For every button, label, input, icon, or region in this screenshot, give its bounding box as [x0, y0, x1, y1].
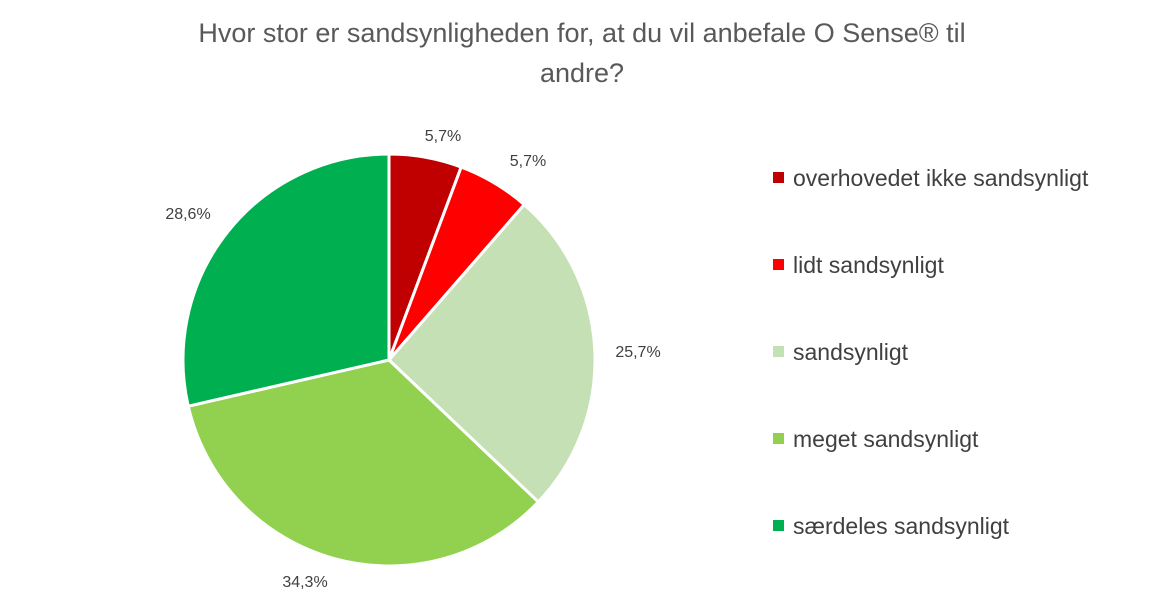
chart-title: Hvor stor er sandsynligheden for, at du …: [198, 18, 965, 88]
pie-slice: [181, 152, 391, 408]
legend-swatch: [773, 346, 784, 357]
legend-swatch: [773, 172, 784, 183]
legend-swatch: [773, 520, 784, 531]
legend-label: lidt sandsynligt: [793, 252, 944, 278]
legend-label: særdeles sandsynligt: [793, 513, 1010, 539]
data-labels: 5,7% 5,7% 25,7% 34,3% 28,6%: [165, 128, 660, 591]
legend-label: overhovedet ikke sandsynligt: [793, 165, 1089, 191]
legend-swatch: [773, 259, 784, 270]
pie-slice: [186, 358, 540, 568]
pie-slice: [387, 203, 597, 504]
chart-title-line-1: Hvor stor er sandsynligheden for, at du …: [198, 18, 965, 48]
data-label: 34,3%: [282, 574, 327, 591]
data-label: 28,6%: [165, 206, 210, 223]
data-label: 25,7%: [615, 344, 660, 361]
legend: overhovedet ikke sandsynligt lidt sandsyn…: [773, 165, 1089, 539]
legend-swatch: [773, 433, 784, 444]
data-label: 5,7%: [425, 128, 461, 145]
legend-label: meget sandsynligt: [793, 426, 979, 452]
data-label: 5,7%: [510, 153, 546, 170]
pie-slices: [181, 152, 597, 568]
legend-label: sandsynligt: [793, 339, 909, 365]
chart-title-line-2: andre?: [540, 58, 624, 88]
